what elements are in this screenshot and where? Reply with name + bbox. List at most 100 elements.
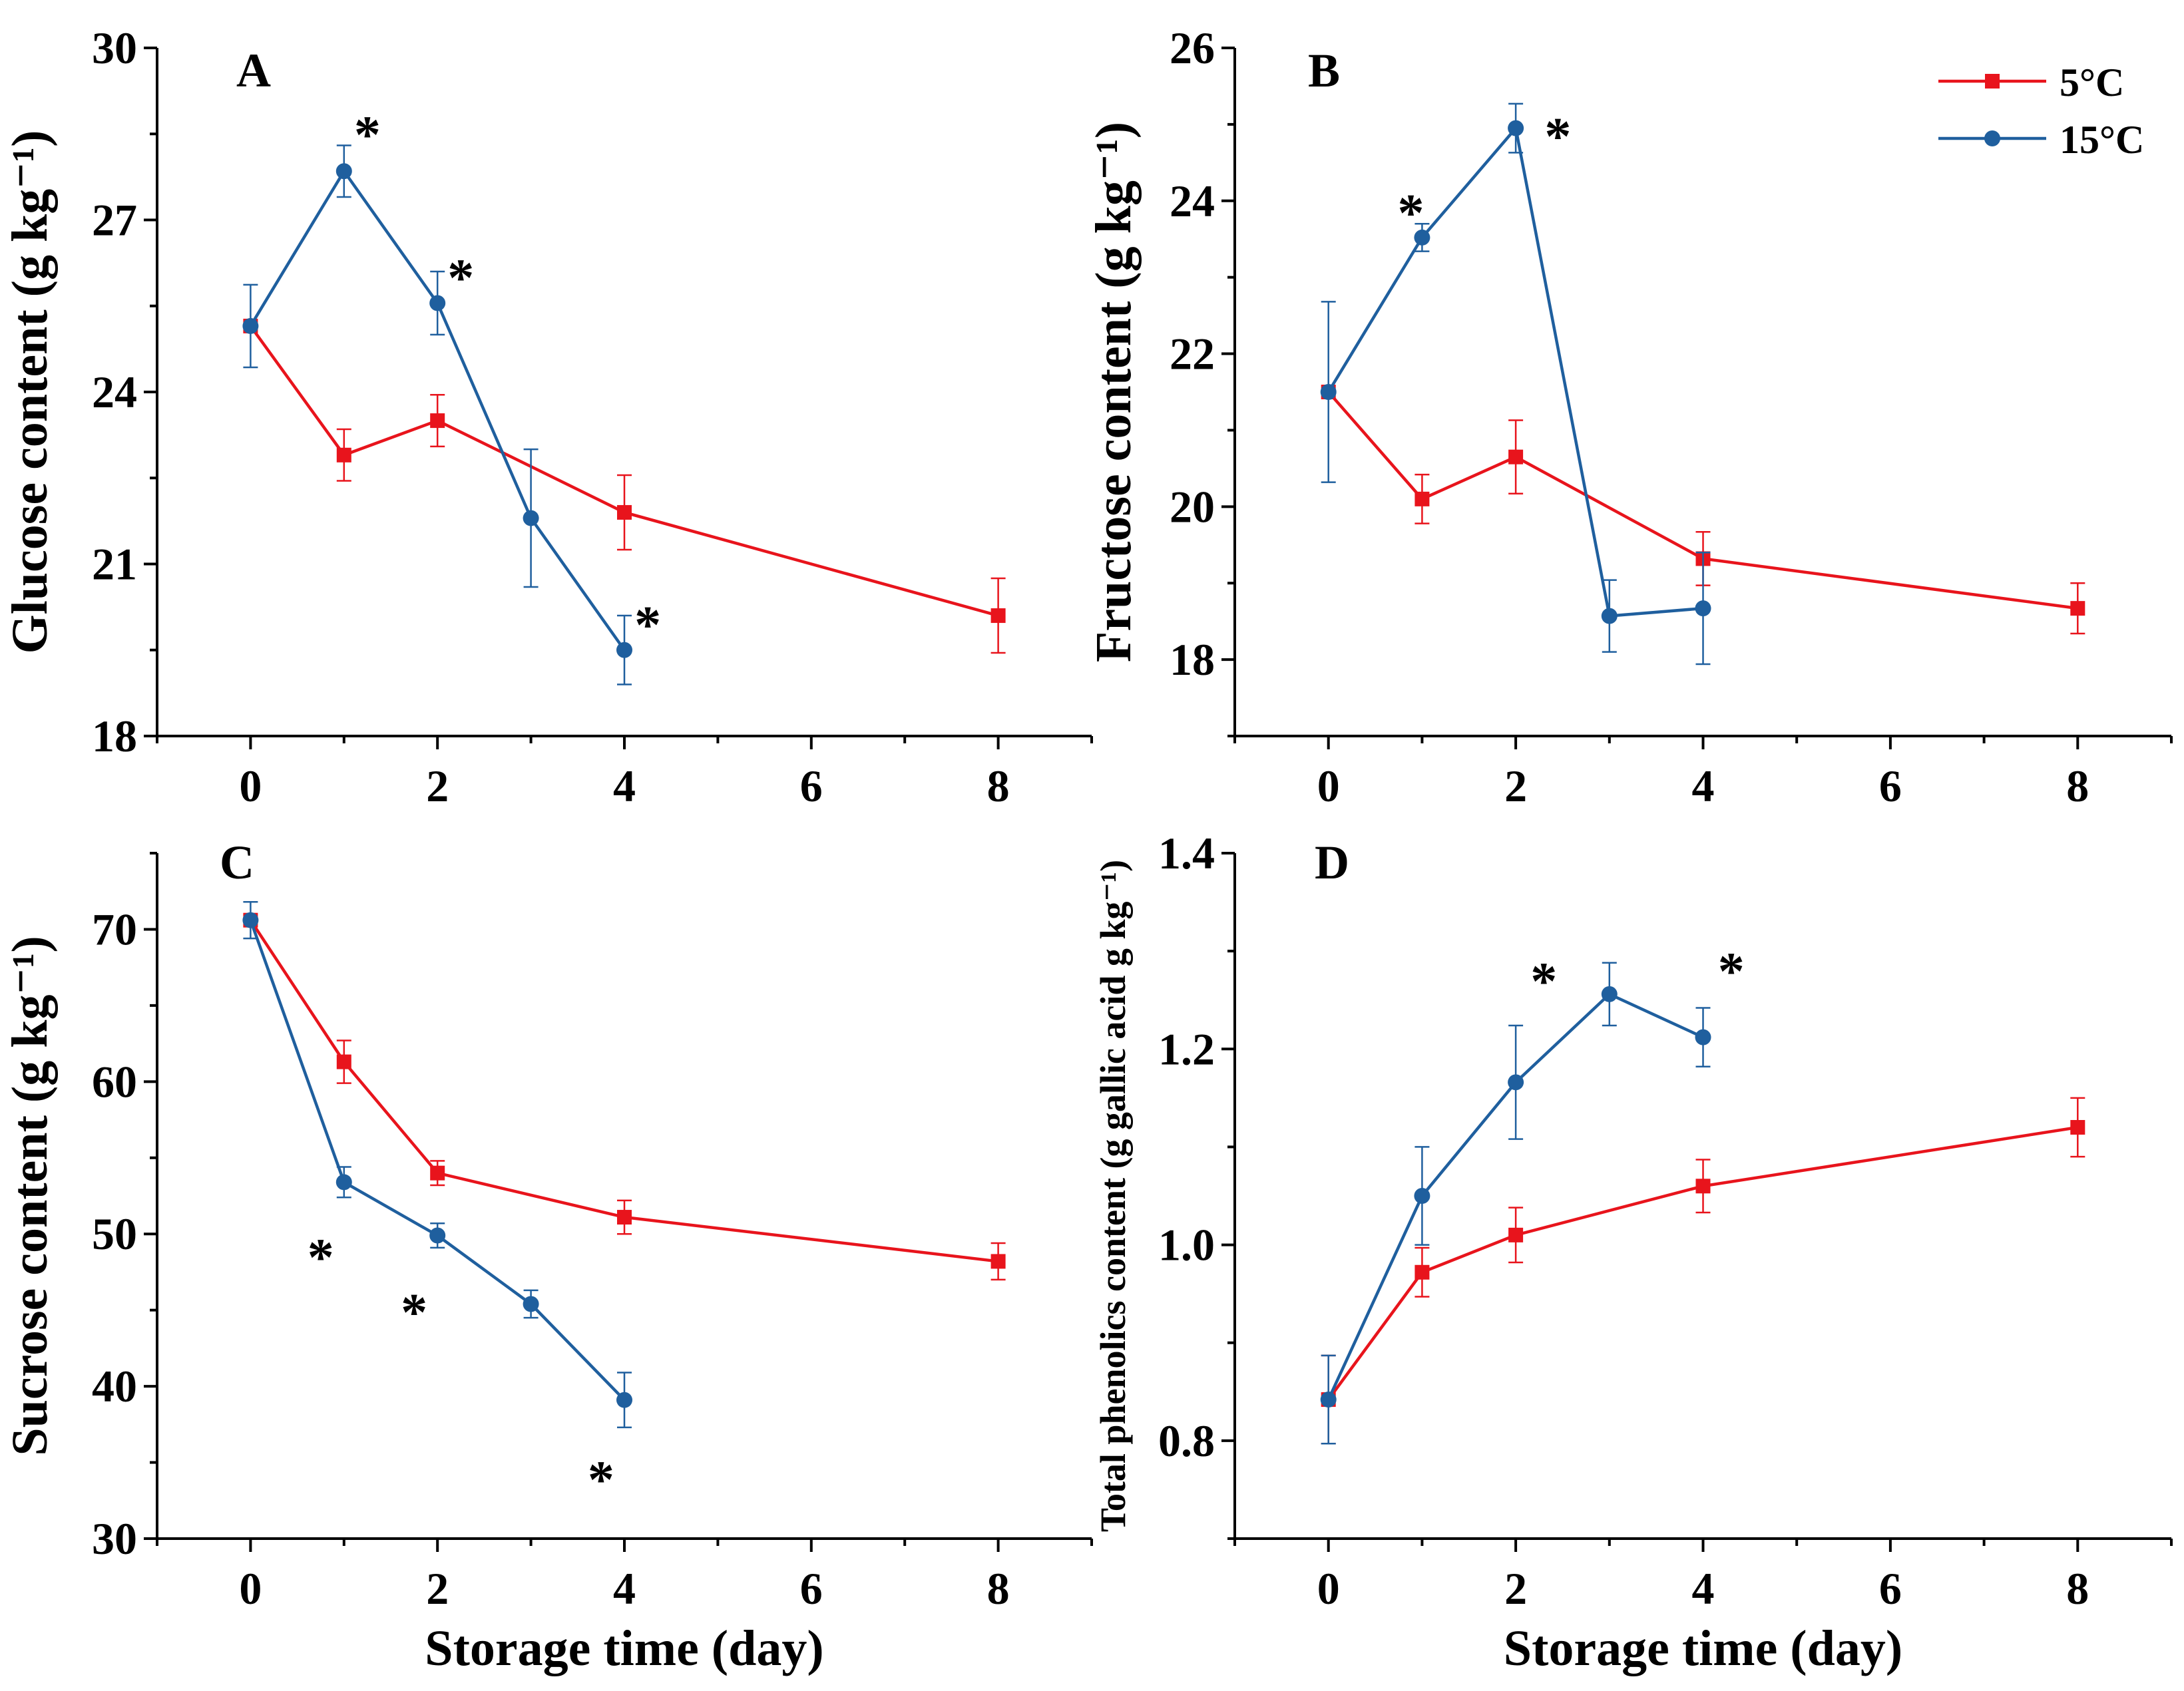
data-point-circle (1508, 1074, 1524, 1091)
data-point-square (336, 447, 351, 463)
data-point-circle (1601, 608, 1618, 624)
x-axis-title: Storage time (day) (425, 1620, 823, 1676)
data-point-square (1508, 449, 1524, 465)
series-15c (1320, 102, 1711, 665)
series-5c (1321, 385, 2085, 635)
data-point-square (336, 1054, 351, 1069)
series-15c (242, 144, 632, 685)
legend-item-15c: 15°C (1938, 118, 2144, 162)
x-tick-label: 4 (1692, 761, 1715, 811)
data-point-circle (335, 163, 352, 180)
x-tick-label: 8 (987, 761, 1010, 811)
y-tick-label: 18 (92, 711, 137, 761)
y-tick-label: 27 (92, 195, 137, 246)
significance-star: * (588, 1451, 614, 1510)
x-tick-label: 2 (1504, 761, 1527, 811)
series-line (249, 325, 999, 618)
series-5c (1321, 1097, 2085, 1445)
x-tick-label: 8 (2066, 761, 2089, 811)
data-point-circle (1695, 1029, 1711, 1045)
data-point-circle (523, 510, 539, 526)
x-tick-label: 4 (1692, 1563, 1715, 1614)
significance-star: * (1544, 108, 1571, 166)
data-point-circle (616, 642, 632, 658)
series-15c (242, 900, 632, 1429)
legend-label: 5°C (2060, 61, 2124, 104)
x-tick-label: 6 (800, 761, 823, 811)
data-point-circle (523, 1296, 539, 1312)
y-tick-label: 0.8 (1158, 1415, 1215, 1466)
x-tick-label: 2 (426, 1563, 449, 1614)
legend-label: 15°C (2060, 118, 2144, 162)
y-tick-label: 18 (1170, 634, 1215, 685)
data-point-circle (1695, 600, 1711, 617)
data-point-circle (1601, 986, 1618, 1002)
data-point-square (2070, 601, 2085, 616)
y-tick-label: 20 (1170, 481, 1215, 532)
significance-star: * (447, 250, 474, 308)
data-point-square (430, 413, 445, 429)
y-axis-title: Glucose content (g kg⁻¹) (2, 130, 58, 654)
data-point-circle (1320, 1392, 1337, 1408)
x-tick-label: 0 (1317, 761, 1340, 811)
x-tick-label: 8 (2066, 1563, 2089, 1614)
series-line (1327, 124, 1703, 618)
x-tick-label: 6 (1879, 761, 1902, 811)
chart-panel-d: 0 2 4 6 8 0.8 1.0 1.2 1.4 Total phenolics content… (1093, 828, 2173, 1676)
data-point-square (617, 1210, 632, 1225)
data-point-circle (1414, 1188, 1430, 1204)
x-tick-label: 4 (613, 1563, 636, 1614)
significance-star: * (308, 1229, 334, 1288)
data-point-square (990, 608, 1006, 624)
data-point-square (2070, 1120, 2085, 1135)
x-tick-label: 0 (239, 761, 262, 811)
data-point-square (1508, 1227, 1524, 1242)
y-tick-label: 50 (92, 1209, 137, 1259)
y-axis-title: Total phenolics content (g gallic acid g… (1093, 860, 1133, 1532)
data-point-square (1415, 491, 1430, 506)
y-tick-label: 30 (92, 1513, 137, 1564)
data-point-circle (429, 295, 446, 311)
significance-star: * (634, 596, 661, 655)
series-5c (243, 318, 1006, 654)
legend-marker-square (1985, 74, 2000, 89)
data-point-circle (429, 1227, 446, 1244)
panel-letter: D (1315, 836, 1349, 889)
y-axis-title: Sucrose content (g kg⁻¹) (2, 936, 58, 1455)
x-tick-label: 0 (1317, 1563, 1340, 1614)
significance-star: * (354, 106, 381, 164)
y-tick-label: 1.4 (1158, 828, 1215, 878)
y-tick-label: 24 (92, 367, 137, 417)
series-5c (243, 912, 1006, 1281)
data-point-square (430, 1165, 445, 1181)
y-tick-label: 1.2 (1158, 1024, 1215, 1074)
data-point-circle (242, 912, 259, 928)
y-tick-label: 60 (92, 1056, 137, 1107)
x-tick-label: 2 (1504, 1563, 1527, 1614)
data-point-circle (335, 1174, 352, 1191)
significance-star: * (1718, 943, 1745, 1002)
data-point-circle (1414, 229, 1430, 246)
x-tick-label: 4 (613, 761, 636, 811)
data-point-square (1415, 1264, 1430, 1280)
legend-item-5c: 5°C (1938, 61, 2124, 104)
data-point-circle (242, 317, 259, 334)
significance-star: * (401, 1284, 427, 1342)
data-point-square (1695, 1179, 1711, 1194)
panel-letter: A (236, 44, 271, 97)
y-tick-label: 40 (92, 1361, 137, 1411)
chart-panel-c: 0 2 4 6 8 30 40 50 60 70 Sucrose content (g kg⁻¹) S… (2, 836, 1093, 1676)
x-tick-label: 8 (987, 1563, 1010, 1614)
data-point-circle (1320, 384, 1337, 400)
panel-letter: C (220, 836, 254, 889)
significance-star: * (1530, 952, 1557, 1011)
series-15c (1320, 962, 1711, 1445)
legend-marker-circle (1984, 130, 2000, 146)
significance-star: * (1398, 184, 1424, 243)
data-point-circle (616, 1392, 632, 1408)
x-tick-label: 0 (239, 1563, 262, 1614)
y-axis-title: Fructose content (g kg⁻¹) (1086, 122, 1142, 662)
y-tick-label: 26 (1170, 23, 1215, 73)
